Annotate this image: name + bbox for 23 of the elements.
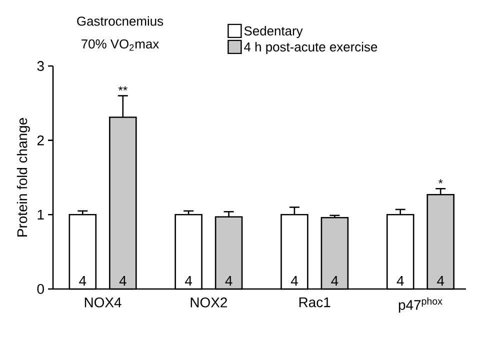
y-tick-label: 3 (37, 61, 44, 71)
annotation: 4 (79, 276, 86, 286)
annotation: 4 (331, 276, 338, 286)
annotation: 4 (437, 276, 444, 286)
annotation: * (438, 179, 443, 184)
x-tick-label: p47$^{phox}$ (398, 297, 442, 313)
legend-label: Sedentary (244, 26, 303, 38)
y-tick-label: 2 (37, 135, 44, 146)
y-tick-label: 1 (38, 210, 44, 220)
y-axis-title: Protein fold change (16, 118, 30, 236)
annotation: 4 (225, 276, 232, 286)
chart-title: Gastrocnemius (77, 16, 164, 26)
chart-subtitle: 70% VO$_{2}$max (82, 39, 159, 51)
annotation: ** (118, 86, 128, 91)
x-tick-label: NOX4 (84, 297, 122, 308)
annotation: 4 (184, 276, 192, 286)
annotation: 4 (290, 276, 298, 286)
x-tick-label: Rac1 (299, 298, 330, 308)
x-tick-label: NOX2 (190, 297, 227, 308)
annotation: 4 (396, 276, 404, 286)
y-tick-label: 0 (37, 284, 44, 294)
annotation: 4 (119, 276, 126, 286)
legend-label: 4 h post-acute exercise (244, 42, 378, 54)
